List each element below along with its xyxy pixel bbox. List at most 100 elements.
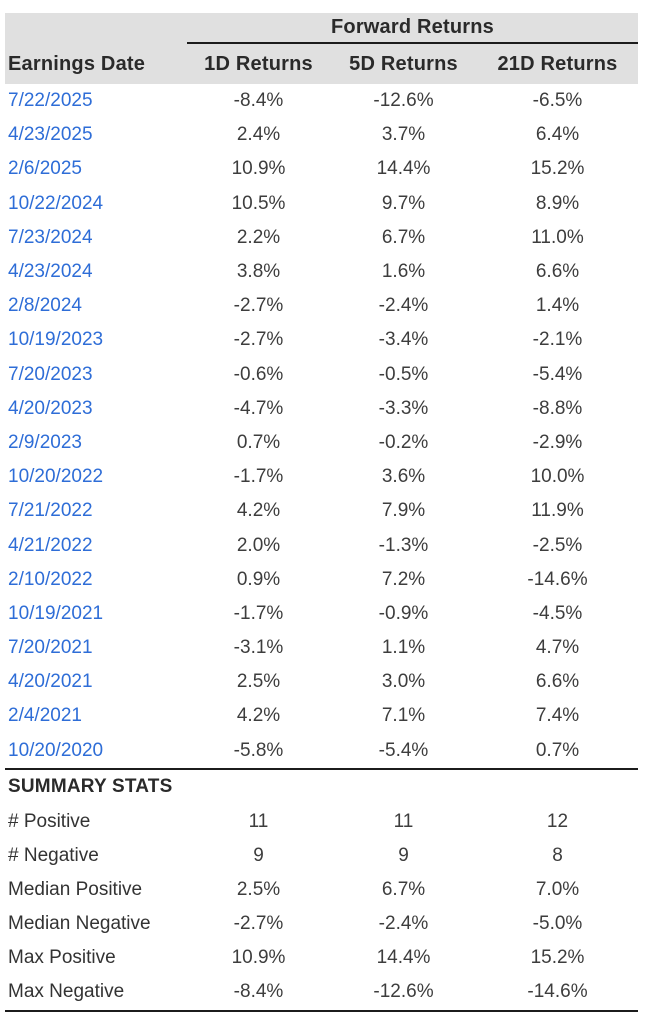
return-value: -5.0% bbox=[532, 913, 583, 935]
return-value: 1.4% bbox=[535, 295, 580, 317]
earnings-date-link[interactable]: 7/23/2024 bbox=[8, 226, 93, 248]
return-value: 6.4% bbox=[535, 124, 580, 146]
return-value: -4.7% bbox=[233, 397, 284, 419]
table-row: 2/6/2025 10.9% 14.4% 15.2% bbox=[5, 152, 638, 187]
table-title-row: Forward Returns bbox=[5, 13, 638, 44]
return-value: 10.9% bbox=[231, 947, 286, 969]
table-row: 7/22/2025 -8.4% -12.6% -6.5% bbox=[5, 84, 638, 119]
table-row: 7/23/2024 2.2% 6.7% 11.0% bbox=[5, 220, 638, 255]
return-value: 0.7% bbox=[236, 431, 281, 453]
table-row: 2/8/2024 -2.7% -2.4% 1.4% bbox=[5, 289, 638, 324]
table-row: 7/21/2022 4.2% 7.9% 11.9% bbox=[5, 494, 638, 529]
return-value: 6.7% bbox=[381, 878, 426, 900]
return-value: 7.2% bbox=[381, 568, 426, 590]
earnings-date-link[interactable]: 7/20/2021 bbox=[8, 637, 93, 659]
return-value: 7.0% bbox=[535, 878, 580, 900]
summary-row: # Positive 11 11 12 bbox=[5, 804, 638, 839]
table-row: 2/10/2022 0.9% 7.2% -14.6% bbox=[5, 562, 638, 597]
return-value: -1.7% bbox=[233, 602, 284, 624]
return-value: 4.2% bbox=[236, 500, 281, 522]
return-value: -0.5% bbox=[378, 363, 429, 385]
return-value: -8.8% bbox=[532, 397, 583, 419]
earnings-date-link[interactable]: 10/20/2020 bbox=[8, 739, 104, 761]
earnings-date-link[interactable]: 10/19/2023 bbox=[8, 329, 104, 351]
earnings-date-link[interactable]: 2/10/2022 bbox=[8, 568, 93, 590]
return-value: 11 bbox=[393, 810, 414, 832]
return-value: -2.7% bbox=[233, 913, 284, 935]
return-value: 2.5% bbox=[236, 671, 281, 693]
table-body: 7/22/2025 -8.4% -12.6% -6.5% 4/23/2025 2.4% 3.… bbox=[5, 84, 638, 768]
table-title: Forward Returns bbox=[187, 13, 638, 44]
table-row: 4/20/2023 -4.7% -3.3% -8.8% bbox=[5, 391, 638, 426]
return-value: 6.7% bbox=[381, 226, 426, 248]
table-row: 4/20/2021 2.5% 3.0% 6.6% bbox=[5, 665, 638, 700]
return-value: 10.5% bbox=[231, 192, 286, 214]
return-value: -2.5% bbox=[532, 534, 583, 556]
column-header-earnings-date: Earnings Date bbox=[8, 52, 146, 75]
return-value: 1.1% bbox=[381, 637, 426, 659]
table-row: 7/20/2021 -3.1% 1.1% 4.7% bbox=[5, 631, 638, 666]
earnings-date-link[interactable]: 2/9/2023 bbox=[8, 431, 82, 453]
return-value: 10.0% bbox=[530, 466, 585, 488]
earnings-date-link[interactable]: 4/23/2025 bbox=[8, 124, 93, 146]
return-value: -2.7% bbox=[233, 295, 284, 317]
summary-row: Max Negative -8.4% -12.6% -14.6% bbox=[5, 975, 638, 1010]
return-value: -12.6% bbox=[373, 981, 434, 1003]
return-value: -2.7% bbox=[233, 329, 284, 351]
return-value: 4.2% bbox=[236, 705, 281, 727]
return-value: 10.9% bbox=[231, 158, 286, 180]
earnings-date-link[interactable]: 2/8/2024 bbox=[8, 295, 82, 317]
return-value: 11.9% bbox=[531, 500, 584, 522]
return-value: 8 bbox=[552, 844, 563, 866]
return-value: -4.5% bbox=[532, 602, 583, 624]
summary-title-row: SUMMARY STATS bbox=[5, 770, 638, 804]
table-row: 10/19/2021 -1.7% -0.9% -4.5% bbox=[5, 596, 638, 631]
earnings-date-link[interactable]: 10/20/2022 bbox=[8, 466, 104, 488]
summary-row: Median Negative -2.7% -2.4% -5.0% bbox=[5, 907, 638, 942]
forward-returns-table: Forward Returns Earnings Date 1D Returns… bbox=[5, 13, 638, 1013]
return-value: 3.7% bbox=[381, 124, 426, 146]
return-value: 15.2% bbox=[530, 947, 585, 969]
earnings-date-link[interactable]: 7/22/2025 bbox=[8, 90, 93, 112]
return-value: 9.7% bbox=[381, 192, 426, 214]
earnings-date-link[interactable]: 4/20/2021 bbox=[8, 671, 93, 693]
return-value: 3.8% bbox=[236, 261, 281, 283]
return-value: -14.6% bbox=[527, 568, 588, 590]
return-value: 8.9% bbox=[535, 192, 580, 214]
return-value: -2.4% bbox=[378, 295, 429, 317]
return-value: 3.0% bbox=[381, 671, 426, 693]
return-value: 2.2% bbox=[236, 226, 281, 248]
earnings-date-link[interactable]: 7/21/2022 bbox=[8, 500, 93, 522]
return-value: 2.0% bbox=[236, 534, 281, 556]
earnings-date-link[interactable]: 4/21/2022 bbox=[8, 534, 93, 556]
return-value: 7.4% bbox=[535, 705, 580, 727]
summary-stat-label: Max Negative bbox=[8, 981, 125, 1003]
return-value: 4.7% bbox=[535, 637, 580, 659]
earnings-date-link[interactable]: 7/20/2023 bbox=[8, 363, 93, 385]
earnings-date-link[interactable]: 10/22/2024 bbox=[8, 192, 104, 214]
table-row: 4/23/2025 2.4% 3.7% 6.4% bbox=[5, 118, 638, 153]
summary-stat-label: # Negative bbox=[8, 844, 99, 866]
earnings-date-link[interactable]: 2/4/2021 bbox=[8, 705, 82, 727]
summary-stat-label: # Positive bbox=[8, 810, 91, 832]
earnings-date-link[interactable]: 10/19/2021 bbox=[8, 602, 104, 624]
return-value: -0.9% bbox=[378, 602, 429, 624]
return-value: -5.8% bbox=[233, 739, 284, 761]
return-value: 7.1% bbox=[381, 705, 426, 727]
earnings-date-link[interactable]: 2/6/2025 bbox=[8, 158, 82, 180]
return-value: 2.4% bbox=[236, 124, 281, 146]
return-value: -3.1% bbox=[233, 637, 284, 659]
earnings-date-link[interactable]: 4/23/2024 bbox=[8, 261, 93, 283]
table-row: 10/19/2023 -2.7% -3.4% -2.1% bbox=[5, 323, 638, 358]
summary-separator-line bbox=[5, 767, 638, 771]
return-value: 6.6% bbox=[535, 671, 580, 693]
table-row: 7/20/2023 -0.6% -0.5% -5.4% bbox=[5, 357, 638, 392]
return-value: -0.6% bbox=[233, 363, 284, 385]
earnings-date-link[interactable]: 4/20/2023 bbox=[8, 397, 93, 419]
column-header-row: Earnings Date 1D Returns 5D Returns 21D … bbox=[5, 44, 638, 84]
return-value: 15.2% bbox=[530, 158, 585, 180]
summary-stat-label: Max Positive bbox=[8, 947, 116, 969]
return-value: -1.7% bbox=[233, 466, 284, 488]
summary-row: # Negative 9 9 8 bbox=[5, 838, 638, 873]
